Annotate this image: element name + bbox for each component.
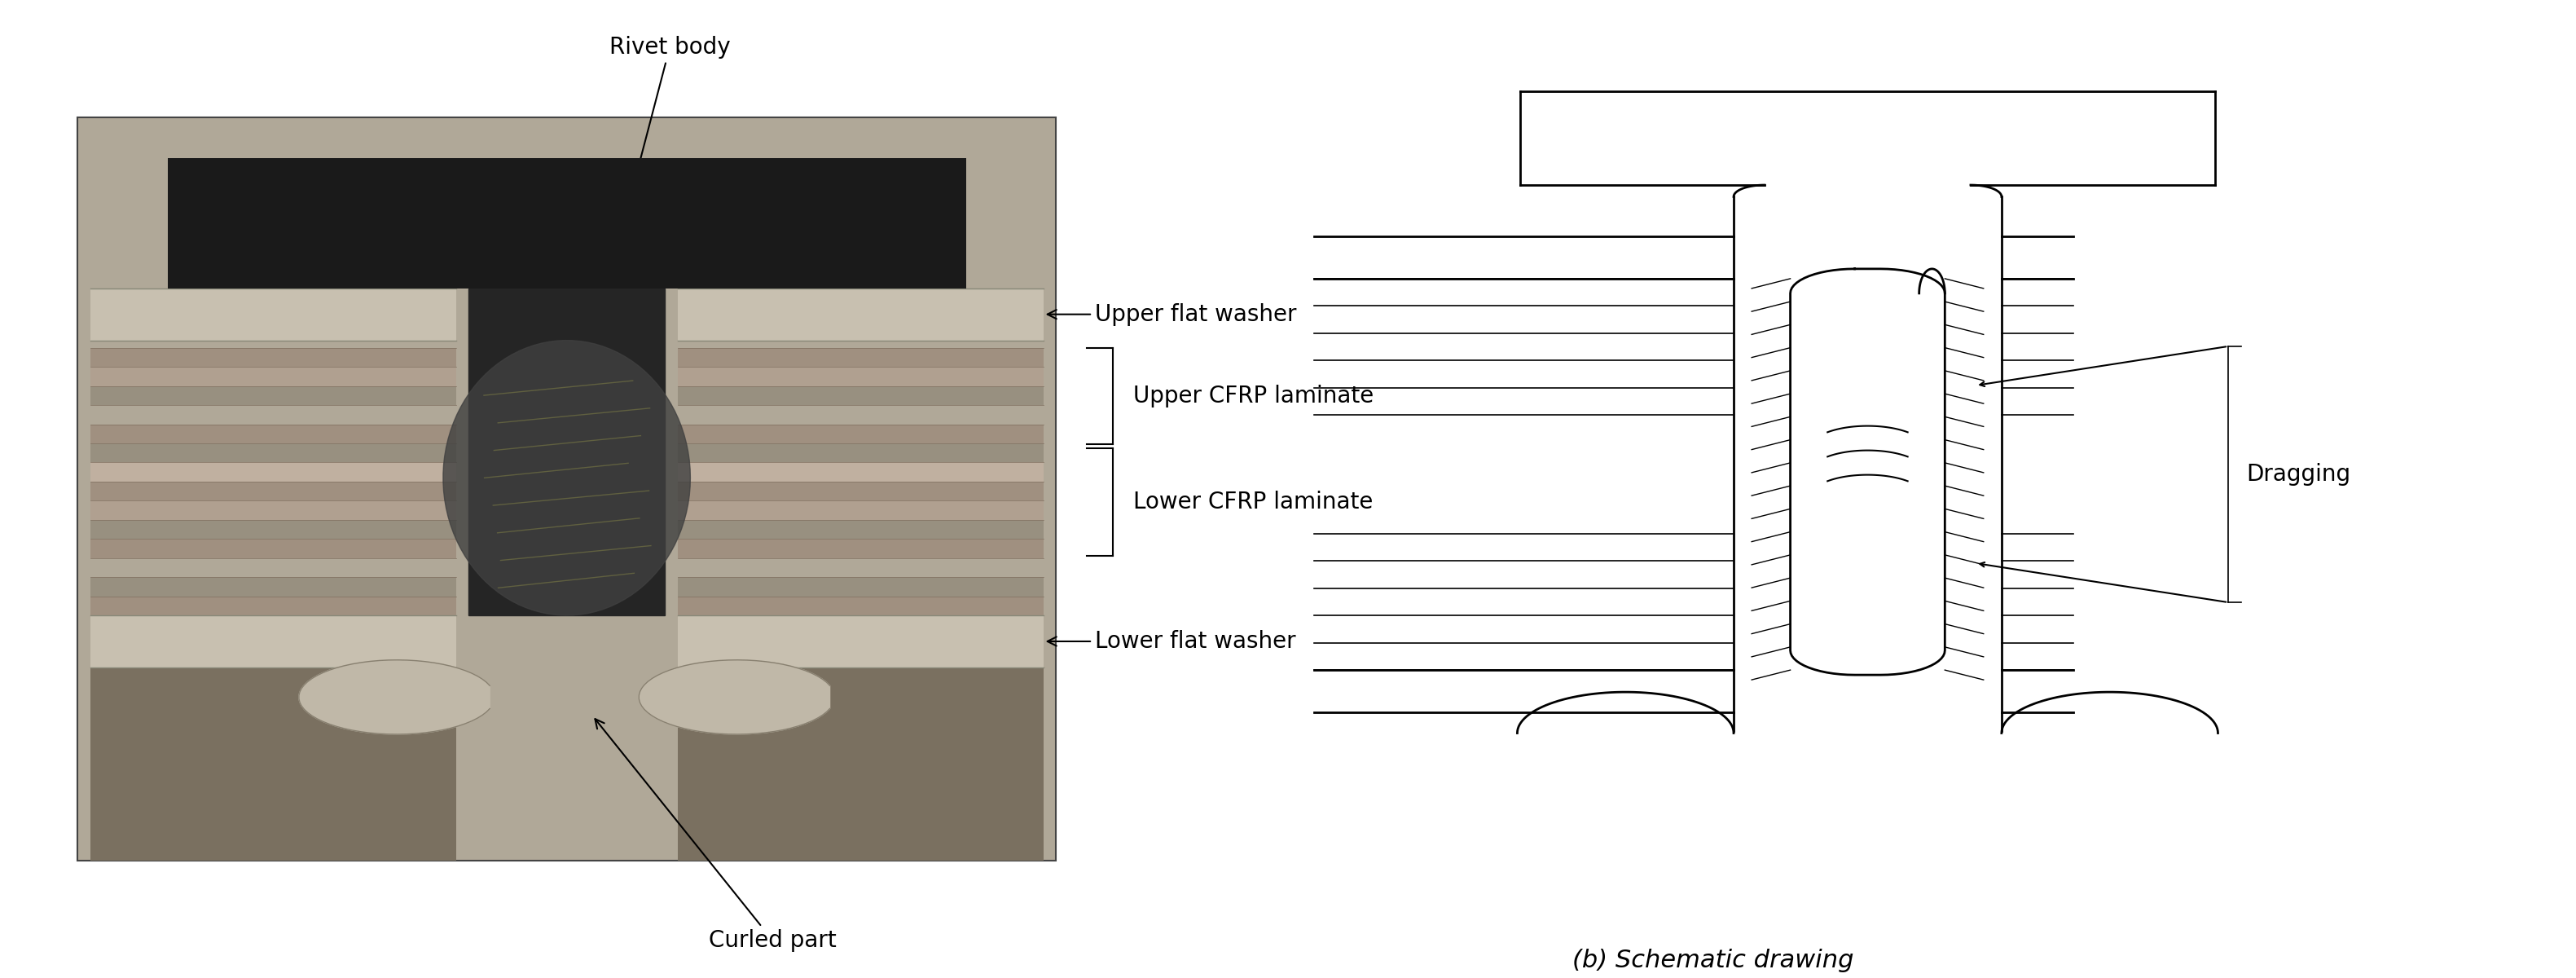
Text: Lower CFRP laminate: Lower CFRP laminate bbox=[1133, 491, 1373, 513]
Text: Upper CFRP laminate: Upper CFRP laminate bbox=[1133, 384, 1373, 408]
Bar bbox=[677, 424, 1043, 443]
Bar bbox=[677, 463, 1043, 481]
Bar bbox=[677, 501, 1043, 519]
Bar bbox=[90, 519, 456, 539]
Bar bbox=[90, 481, 456, 501]
Bar bbox=[677, 481, 1043, 501]
Bar bbox=[90, 443, 456, 463]
Bar bbox=[77, 117, 1056, 861]
Bar bbox=[90, 615, 456, 667]
Polygon shape bbox=[443, 340, 690, 615]
Bar bbox=[677, 443, 1043, 463]
Bar bbox=[90, 424, 456, 443]
Bar bbox=[90, 539, 456, 558]
Bar bbox=[90, 667, 456, 861]
Bar bbox=[90, 289, 456, 340]
Bar bbox=[90, 577, 456, 597]
Bar bbox=[677, 348, 1043, 367]
Text: Upper flat washer: Upper flat washer bbox=[1048, 303, 1296, 326]
Bar bbox=[90, 501, 456, 519]
Bar bbox=[90, 348, 456, 367]
Polygon shape bbox=[299, 660, 489, 734]
Bar bbox=[90, 558, 456, 577]
Bar bbox=[677, 558, 1043, 577]
Text: (b) Schematic drawing: (b) Schematic drawing bbox=[1571, 949, 1855, 972]
Bar bbox=[677, 386, 1043, 405]
Text: Rivet body: Rivet body bbox=[608, 36, 732, 240]
Text: Lower flat washer: Lower flat washer bbox=[1048, 630, 1296, 652]
Bar bbox=[677, 289, 1043, 340]
Bar bbox=[90, 405, 456, 424]
Polygon shape bbox=[469, 289, 665, 615]
Bar bbox=[90, 386, 456, 405]
Bar bbox=[90, 597, 456, 615]
Bar bbox=[677, 667, 1043, 861]
Bar bbox=[90, 367, 456, 386]
Bar bbox=[677, 405, 1043, 424]
Bar bbox=[677, 577, 1043, 597]
Bar bbox=[167, 158, 966, 289]
Bar bbox=[677, 597, 1043, 615]
Bar bbox=[677, 519, 1043, 539]
Bar bbox=[677, 367, 1043, 386]
Bar bbox=[677, 615, 1043, 667]
Polygon shape bbox=[639, 660, 829, 734]
Bar bbox=[677, 539, 1043, 558]
Text: Dragging: Dragging bbox=[2246, 463, 2352, 486]
Text: Curled part: Curled part bbox=[595, 719, 837, 952]
Bar bbox=[90, 463, 456, 481]
